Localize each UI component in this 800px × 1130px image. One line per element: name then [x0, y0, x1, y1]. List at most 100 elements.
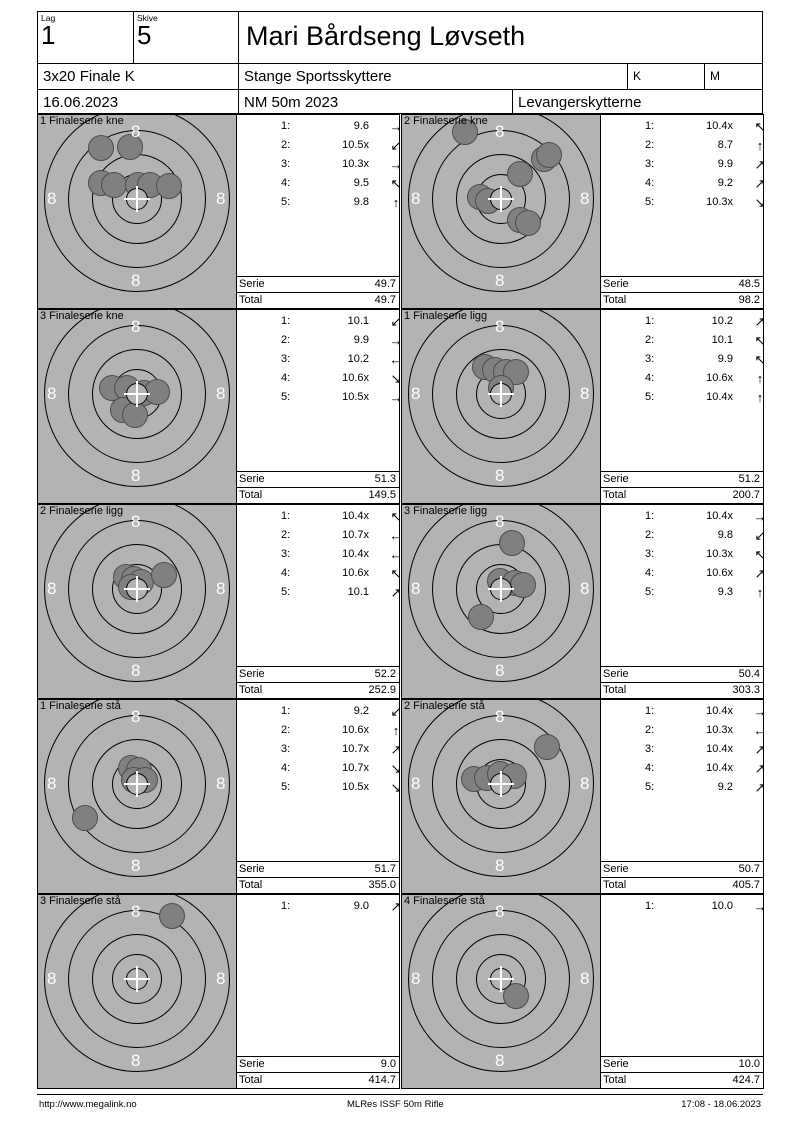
shot-row: 1: 10.4x →: [601, 702, 767, 721]
total-value: 49.7: [374, 294, 396, 306]
shot-row: 3: 10.4x ↗: [601, 740, 765, 759]
ring-number-label: 8: [131, 856, 141, 875]
target-face: 8 8 8 8 2 Finaleserie stå: [402, 700, 601, 893]
ring-number-label: 8: [495, 512, 505, 531]
series-title: 1 Finaleserie ligg: [404, 310, 488, 322]
running-total-row: Total 98.2: [601, 292, 763, 308]
shot-direction-arrow-icon: →: [389, 390, 403, 405]
ring-number-label: 8: [131, 902, 141, 921]
shot-index: 1:: [281, 315, 291, 327]
target-ring: [92, 349, 182, 439]
shot-row: 5: 9.3 ↑: [601, 583, 763, 602]
shot-hole: [499, 530, 525, 556]
target-face: 8 8 8 8 1 Finaleserie kne: [38, 115, 237, 308]
running-total-row: Total 424.7: [601, 1072, 763, 1088]
footer-url[interactable]: http://www.megalink.no: [39, 1099, 137, 1110]
series-block: 8 8 8 8 3 Finaleserie stå 1: 9.0 ↗ Serie 9.0 Total…: [37, 894, 401, 1089]
target-face: 8 8 8 8 4 Finaleserie stå: [402, 895, 601, 1088]
shot-index: 3:: [281, 743, 291, 755]
shot-direction-arrow-icon: ↖: [390, 176, 402, 191]
serie-value: 51.3: [374, 473, 396, 485]
target-ring: [44, 505, 230, 682]
shot-hole: [536, 142, 562, 168]
shot-row: 1: 10.0 →: [601, 897, 767, 916]
serie-label: Serie: [603, 863, 629, 875]
crosshair-vertical: [136, 381, 138, 407]
ring-number-label: 8: [580, 189, 590, 208]
shot-value: 10.3x: [342, 158, 369, 170]
shot-value: 9.8: [353, 196, 369, 208]
shot-row: 3: 9.9 ↖: [601, 350, 765, 369]
shot-value: 10.4x: [342, 510, 369, 522]
shot-index: 3:: [645, 158, 655, 170]
header-row-identity: Lag 1 Skive 5 Mari Bårdseng Løvseth: [38, 12, 762, 63]
ring-number-label: 8: [495, 122, 505, 141]
organizer-cell: Levangerskytterne: [512, 90, 762, 114]
shot-index: 1:: [281, 510, 291, 522]
shot-direction-arrow-icon: ↗: [754, 176, 766, 191]
serie-total-row: Serie 51.2: [601, 471, 763, 487]
shot-index: 3:: [645, 743, 655, 755]
ring-number-label: 8: [131, 661, 141, 680]
target-ring: [456, 154, 546, 244]
shot-index: 4:: [645, 762, 655, 774]
total-value: 303.3: [732, 684, 760, 696]
shot-index: 5:: [645, 391, 655, 403]
ring-number-label: 8: [495, 466, 505, 485]
shot-direction-arrow-icon: ↘: [754, 195, 766, 210]
shot-direction-arrow-icon: ↑: [756, 371, 764, 386]
shot-hole: [151, 562, 177, 588]
serie-label: Serie: [239, 278, 265, 290]
shot-row: 2: 10.6x ↑: [237, 721, 399, 740]
organizer-name: Levangerskytterne: [518, 94, 642, 111]
target-face: 8 8 8 8 2 Finaleserie kne: [402, 115, 601, 308]
shot-row: 3: 10.7x ↗: [237, 740, 401, 759]
series-block: 8 8 8 8 3 Finaleserie ligg 1: 10.4x → 2: 9.8 ↙ 3: 10…: [401, 504, 767, 699]
serie-value: 49.7: [374, 278, 396, 290]
target-face: 8 8 8 8 3 Finaleserie ligg: [402, 505, 601, 698]
event-class-cell: 3x20 Finale K: [38, 64, 238, 89]
ring-number-label: 8: [495, 902, 505, 921]
target-ring: [456, 349, 546, 439]
shot-index: 1:: [645, 705, 655, 717]
shot-index: 4:: [281, 177, 291, 189]
shot-row: 1: 10.1 ↙: [237, 312, 401, 331]
shot-hole: [122, 402, 148, 428]
shot-hole: [101, 172, 127, 198]
serie-total-row: Serie 49.7: [237, 276, 399, 292]
shot-index: 5:: [281, 781, 291, 793]
crosshair-vertical: [136, 576, 138, 602]
category-k: K: [633, 69, 642, 83]
series-block: 8 8 8 8 1 Finaleserie stå 1: 9.2 ↙ 2: 10.6x ↑ 3: 10.…: [37, 699, 401, 894]
serie-value: 51.7: [374, 863, 396, 875]
ring-number-label: 8: [495, 317, 505, 336]
target-ring: [408, 700, 594, 877]
shot-row: 5: 10.5x →: [237, 388, 403, 407]
shot-row: 1: 9.0 ↗: [237, 897, 401, 916]
shot-row: 1: 10.4x ↖: [237, 507, 401, 526]
crosshair-vertical: [500, 966, 502, 992]
shot-index: 5:: [645, 781, 655, 793]
shot-index: 3:: [645, 548, 655, 560]
ring-number-label: 8: [131, 122, 141, 141]
shot-value: 10.1: [711, 334, 733, 346]
shot-direction-arrow-icon: ↗: [754, 566, 766, 581]
crosshair-vertical: [500, 771, 502, 797]
series-title: 4 Finaleserie stå: [404, 895, 485, 907]
shot-list: 1: 9.0 ↗ Serie 9.0 Total 414.7: [237, 895, 401, 1088]
ring-number-label: 8: [411, 189, 421, 208]
target-ring: [432, 325, 570, 463]
shot-index: 5:: [281, 391, 291, 403]
series-title: 1 Finaleserie stå: [40, 700, 121, 712]
target-ring: [92, 739, 182, 829]
shot-value: 10.4x: [706, 705, 733, 717]
shot-row: 4: 10.7x ↘: [237, 759, 401, 778]
shot-hole: [452, 119, 478, 145]
crosshair-vertical: [136, 186, 138, 212]
shot-index: 2:: [281, 724, 291, 736]
ring-number-label: 8: [131, 271, 141, 290]
club-cell: Stange Sportsskyttere: [238, 64, 627, 89]
ring-number-label: 8: [47, 579, 57, 598]
target-ring: [432, 715, 570, 853]
